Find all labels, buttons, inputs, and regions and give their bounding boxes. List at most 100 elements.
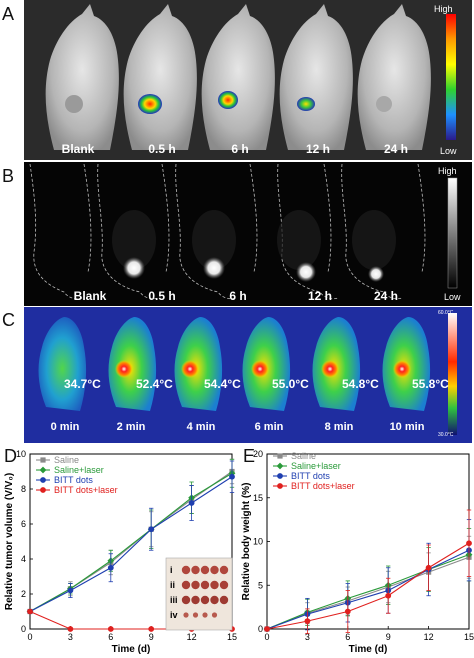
panel-c-scale-bottom: 30.0°C [438,432,454,438]
panel-c-time-5: 10 min [389,421,425,433]
panel-c-temp-1: 52.4°C [136,377,173,391]
chart-e-ytick-4: 20 [253,449,263,459]
panel-a-letter: A [2,4,15,24]
panel-b-label-3: 12 h [307,289,332,303]
chart-d-ytick-1: 2 [21,589,26,599]
chart-e-series-line-2 [266,549,470,630]
chart-e-legend-marker-2 [277,473,283,479]
chart-e-legend-label-1: Saline+laser [291,461,341,471]
chart-d-ytick-5: 10 [16,449,26,459]
chart-d-xtick-4: 12 [187,632,197,642]
chart-d-point [27,608,33,615]
chart-d-point [229,473,235,480]
inset-tumor [210,580,219,590]
chart-e-xlabel: Time (d) [349,644,388,655]
chart-d-point [67,587,74,594]
inset-tumor [210,565,219,575]
inset-tumor [191,595,200,605]
chart-e-series-3 [264,509,472,634]
chart-d-point [148,526,155,533]
chart-e-series-1 [263,527,473,633]
chart-d-xlabel: Time (d) [112,644,151,655]
chart-e-legend-label-2: BITT dots [291,471,330,481]
chart-e-legend-label-0: Saline [291,451,316,461]
chart-e-legend-marker-0 [277,453,283,459]
panel-c-scale-top: 60.0°C [438,310,454,316]
thermal-mouse-0 [38,317,87,411]
chart-e-ytick-1: 5 [258,580,263,590]
chart-e-point [264,626,270,632]
panel-c-temp-0: 34.7°C [64,377,101,391]
chart-d-series-line-2 [29,476,233,612]
chart-e-point [466,540,472,547]
panel-a-image [24,0,472,160]
panel-b-scale-high: High [438,166,457,176]
inset-tumor [183,612,189,618]
panel-a-colorbar [446,14,456,140]
chart-d-xtick-3: 9 [149,632,154,642]
panel-c-time-4: 8 min [324,421,354,433]
chart-e-point [425,564,432,571]
inset-tumor [210,595,219,605]
chart-d-legend-marker-0 [40,457,46,463]
chart-e-xtick-0: 0 [264,632,269,642]
mouse-a4 [279,4,353,150]
chart-d-ytick-3: 6 [21,519,26,529]
inset-tumor [200,565,210,575]
chart-d-xtick-0: 0 [27,632,32,642]
mouse-a3 [201,4,275,150]
inset-tumor [219,580,229,590]
panel-c-image [24,307,472,443]
chart-e-point [344,608,351,615]
panel-b-label-2: 6 h [229,289,247,303]
chart-e-series-line-3 [266,542,470,630]
inset-row-label-0: i [170,565,173,575]
chart-e-ytick-0: 0 [258,624,263,634]
chart-e-legend-marker-1 [276,462,284,470]
chart-d-ytick-4: 8 [21,484,26,494]
panel-a-label-1: 0.5 h [148,142,176,156]
chart-e-xtick-1: 3 [305,632,310,642]
panel-b-svg [29,163,458,300]
inset-tumor [202,612,208,618]
inset-tumor [181,595,191,605]
panel-c-time-2: 4 min [186,421,216,433]
panel-a-scale-high: High [434,4,453,14]
chart-e-legend-marker-3 [277,483,283,489]
mouse-a2 [123,4,197,150]
panel-b-label-1: 0.5 h [148,289,176,303]
inset-row-label-3: iv [170,610,178,620]
chart-e-series-line-0 [266,556,470,630]
chart-e-xtick-5: 15 [464,632,474,642]
panel-c-time-0: 0 min [50,421,80,433]
inset-tumor [219,565,229,575]
chart-d-legend-marker-3 [40,487,46,493]
panel-a-label-0: Blank [61,142,95,156]
inset-row-label-1: ii [170,580,175,590]
chart-body-weight: 0 3 6 9 12 15 0 5 10 15 20 Time (d) Relative body we… [241,449,474,655]
panel-b-label-4: 24 h [373,289,398,303]
panel-a-label-4: 24 h [383,142,408,156]
panel-c-time-1: 2 min [116,421,146,433]
chart-e-ylabel: Relative body weight (%) [241,483,252,601]
panel-c-time-3: 6 min [254,421,284,433]
chart-tumor-volume: 0 3 6 9 12 15 0 2 4 6 8 10 Time (d) Relative tumor vo… [4,449,237,655]
chart-e-series-line-1 [266,554,470,630]
panel-b-letter: B [2,166,15,186]
panel-c-svg [38,313,457,435]
chart-d-ylabel: Relative tumor volume (V/V₀) [4,473,15,610]
chart-e-point [385,592,392,599]
panel-c-temp-3: 55.0°C [272,377,309,391]
chart-e-point [304,618,311,625]
inset-tumor [211,612,218,618]
mouse-a5 [357,4,431,150]
panel-a-svg [45,4,456,150]
panel-b-label-0: Blank [73,289,107,303]
chart-d-xtick-2: 6 [108,632,113,642]
inset-tumor [191,565,200,575]
panel-b-outlines [29,163,426,300]
chart-e-ytick-3: 15 [253,493,263,503]
inset-tumor [219,595,229,605]
mouse-a1 [45,4,119,150]
